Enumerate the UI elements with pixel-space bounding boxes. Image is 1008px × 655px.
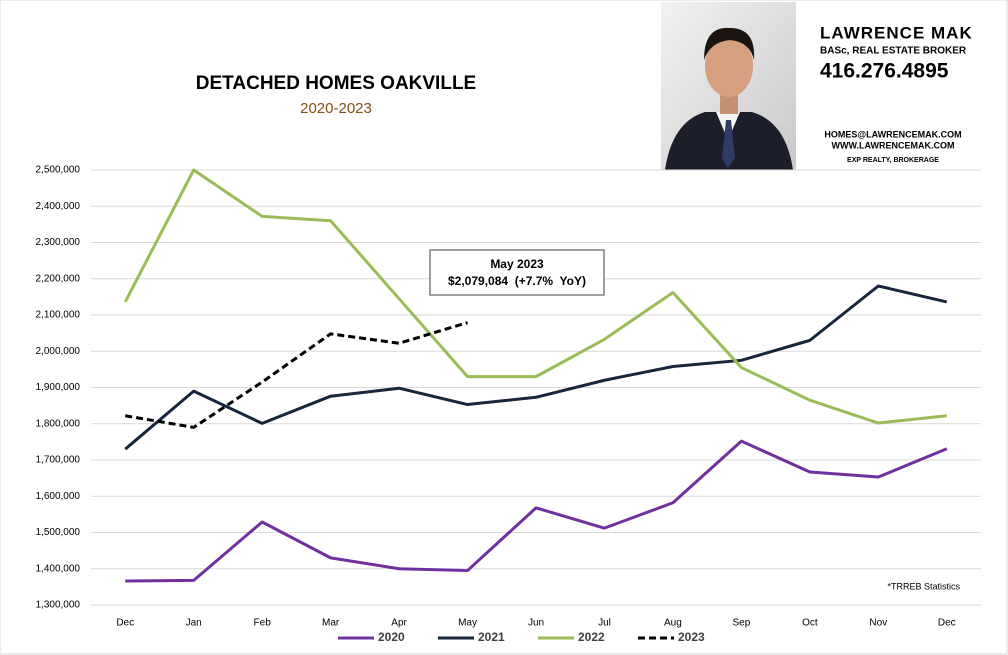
annotation-box <box>429 249 605 296</box>
x-tick-label: Apr <box>391 618 407 629</box>
agent-email: HOMES@LAWRENCEMAK.COM <box>824 129 961 139</box>
x-tick-label: Aug <box>664 618 682 629</box>
agent-photo <box>661 2 796 170</box>
legend-label: 2023 <box>678 630 705 644</box>
x-tick-label: Dec <box>116 618 134 629</box>
y-tick-label: 2,000,000 <box>36 346 81 357</box>
annotation-text: $2,079,084 (+7.7% YoY) <box>448 274 586 288</box>
x-tick-label: Nov <box>869 618 887 629</box>
footnote: *TRREB Statistics <box>887 581 960 591</box>
y-tick-label: 1,300,000 <box>36 600 81 611</box>
chart-title: DETACHED HOMES OAKVILLE <box>196 73 476 94</box>
legend-label: 2020 <box>378 630 405 644</box>
y-tick-label: 2,300,000 <box>36 237 81 248</box>
agent-brokerage: EXP REALTY, BROKERAGE <box>847 157 939 164</box>
y-tick-label: 1,400,000 <box>36 563 81 574</box>
x-tick-label: Sep <box>732 618 750 629</box>
series-line <box>123 168 947 425</box>
x-tick-label: Mar <box>322 618 340 629</box>
y-tick-label: 1,500,000 <box>36 527 81 538</box>
series-line <box>124 284 948 451</box>
legend-label: 2022 <box>578 630 605 644</box>
y-tick-label: 2,100,000 <box>36 310 81 321</box>
chart-subtitle: 2020-2023 <box>300 100 372 117</box>
y-tick-label: 1,800,000 <box>36 418 81 429</box>
x-tick-label: Dec <box>938 618 956 629</box>
agent-name: LAWRENCE MAK <box>820 23 973 42</box>
y-tick-label: 2,500,000 <box>36 165 81 176</box>
x-tick-label: Feb <box>254 618 272 629</box>
y-tick-label: 1,700,000 <box>36 455 81 466</box>
annotation-title: May 2023 <box>490 257 544 271</box>
y-tick-label: 2,400,000 <box>36 201 81 212</box>
agent-phone: 416.276.4895 <box>820 60 949 83</box>
agent-website: WWW.LAWRENCEMAK.COM <box>832 140 955 150</box>
x-tick-label: May <box>458 618 477 629</box>
y-tick-label: 1,900,000 <box>36 382 81 393</box>
legend-label: 2021 <box>478 630 505 644</box>
x-tick-label: Jan <box>186 618 202 629</box>
y-tick-label: 1,600,000 <box>36 491 81 502</box>
agent-role: BASc, REAL ESTATE BROKER <box>820 46 967 57</box>
series-line <box>124 321 468 429</box>
x-tick-label: Jul <box>598 618 611 629</box>
x-tick-label: Jun <box>528 618 544 629</box>
series-line <box>125 439 948 583</box>
y-tick-label: 2,200,000 <box>36 273 81 284</box>
x-tick-label: Oct <box>802 618 818 629</box>
